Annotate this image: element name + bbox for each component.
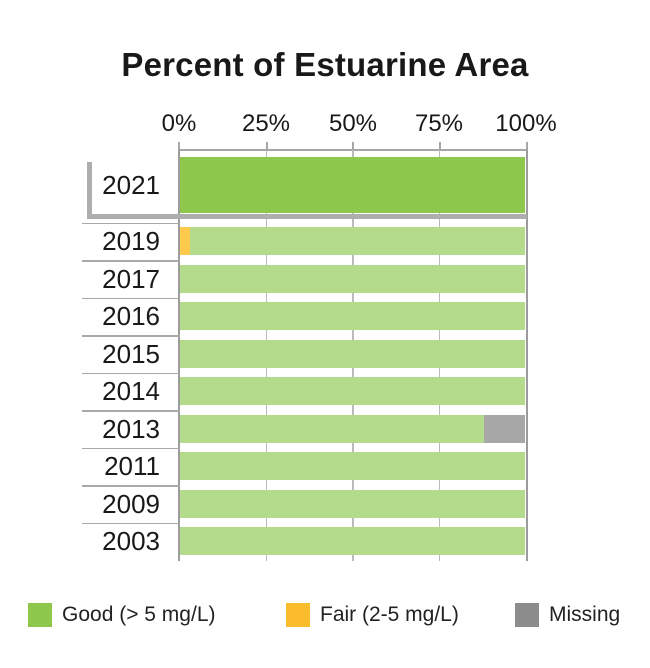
bar-segment-2003 (180, 527, 525, 555)
row-separator (82, 335, 180, 337)
gridline-0 (178, 150, 180, 561)
chart-title: Percent of Estuarine Area (121, 46, 529, 83)
year-label-2021: 2021 (102, 170, 160, 200)
bar-segment-2019 (190, 227, 525, 255)
legend-label-fair: Fair (2-5 mg/L) (320, 603, 459, 626)
row-separator (82, 222, 180, 224)
legend-item-fair: Fair (2-5 mg/L) (286, 601, 459, 629)
legend-label-missing: Missing (549, 603, 621, 626)
axis-tick-mark (178, 142, 180, 150)
legend-swatch-fair-icon (286, 603, 310, 627)
row-separator (82, 372, 180, 374)
year-label-2011: 2011 (104, 451, 160, 481)
bar-segment-2014 (180, 377, 525, 405)
axis-tick-mark (438, 142, 441, 150)
year-label-2013: 2013 (102, 413, 160, 444)
bar-segment-2013 (483, 414, 525, 443)
legend-swatch-good-icon (28, 603, 52, 627)
axis-tick-mark (352, 142, 354, 150)
legend-swatch-missing-icon (515, 603, 539, 627)
year-label-2009: 2009 (102, 488, 160, 519)
row-separator (82, 485, 180, 487)
axis-tick-label-25: 25% (241, 110, 291, 137)
year-label-2017: 2017 (102, 263, 160, 294)
row-separator (82, 297, 180, 299)
legend-item-missing: Missing (515, 601, 620, 629)
highlight-bracket-vertical (87, 162, 92, 219)
legend-item-good: Good (> 5 mg/L) (28, 601, 216, 629)
axis-tick-label-50: 50% (328, 110, 378, 137)
axis-tick-mark (525, 142, 528, 150)
row-separator (82, 410, 180, 412)
gridline-100 (525, 150, 528, 561)
bar-segment-2011 (180, 452, 525, 480)
bar-segment-2019 (180, 227, 191, 255)
axis-tick-mark (265, 142, 268, 150)
row-separator (82, 522, 180, 524)
axis-tick-label-100: 100% (495, 110, 557, 137)
row-separator (82, 447, 180, 449)
axis-tick-label-0: 0% (161, 110, 197, 137)
bar-segment-2017 (180, 264, 525, 293)
year-label-2014: 2014 (102, 376, 160, 406)
bar-segment-2021 (180, 157, 525, 213)
bar-segment-2009 (180, 489, 525, 518)
year-label-2016: 2016 (102, 301, 160, 331)
legend-label-good: Good (> 5 mg/L) (62, 603, 216, 626)
row-separator (82, 260, 180, 262)
bar-segment-2016 (180, 302, 525, 330)
axis-tick-label-75: 75% (414, 110, 464, 137)
year-label-2015: 2015 (102, 338, 160, 369)
year-label-2019: 2019 (102, 226, 160, 256)
bar-segment-2015 (180, 339, 525, 368)
year-label-2003: 2003 (102, 526, 160, 556)
highlight-bracket-horizontal (87, 213, 527, 219)
bar-segment-2013 (180, 414, 484, 443)
